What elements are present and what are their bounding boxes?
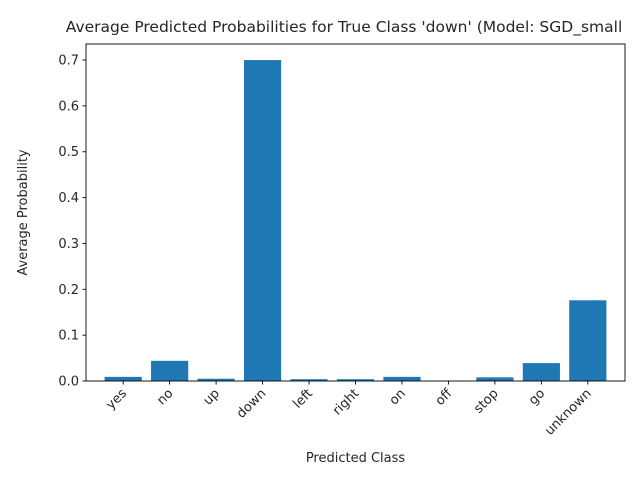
y-tick-label: 0.0 xyxy=(58,375,79,390)
x-tick-label: down xyxy=(234,386,269,421)
bar-stop xyxy=(476,377,514,381)
y-tick-label: 0.1 xyxy=(58,329,79,344)
bar-yes xyxy=(104,376,142,381)
y-tick-label: 0.2 xyxy=(58,283,79,298)
y-tick-label: 0.5 xyxy=(58,145,79,160)
x-tick-label: right xyxy=(330,386,362,418)
y-axis: 0.0 0.1 0.2 0.3 0.4 0.5 0.6 0.7 xyxy=(58,54,86,390)
x-tick-label: go xyxy=(526,386,548,408)
y-tick-label: 0.3 xyxy=(58,237,79,252)
bar-right xyxy=(336,379,375,381)
bar-up xyxy=(197,378,235,381)
y-tick-label: 0.4 xyxy=(58,191,79,206)
bar-go xyxy=(522,363,560,381)
x-tick-label: yes xyxy=(104,386,131,413)
x-tick-label: left xyxy=(290,386,316,412)
x-tick-label: off xyxy=(433,385,456,408)
x-tick-label: no xyxy=(154,386,176,408)
x-tick-label: up xyxy=(201,386,223,408)
bar-no xyxy=(151,360,189,381)
y-axis-label: Average Probability xyxy=(16,149,31,276)
bar-down xyxy=(243,60,282,382)
x-tick-label: stop xyxy=(471,386,501,416)
x-axis-label: Predicted Class xyxy=(306,451,406,466)
bar-on xyxy=(383,376,421,381)
y-tick-label: 0.6 xyxy=(58,99,79,114)
bar-unknown xyxy=(569,300,607,381)
bar-left xyxy=(290,379,328,381)
x-tick-label: unknown xyxy=(542,386,594,438)
chart-title: Average Predicted Probabilities for True… xyxy=(66,18,623,37)
plot-frame xyxy=(85,43,626,382)
y-tick-label: 0.7 xyxy=(58,54,79,69)
x-tick-label: on xyxy=(387,386,409,408)
bars-group xyxy=(104,60,607,382)
